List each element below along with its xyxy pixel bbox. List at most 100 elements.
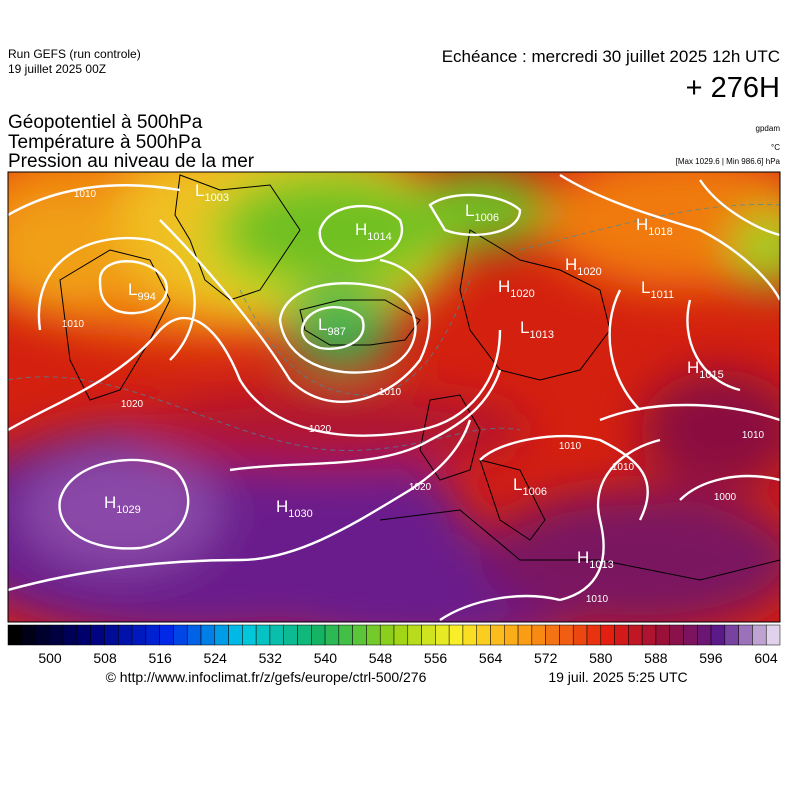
pressure-center: H1030: [276, 497, 313, 520]
center-kind: H: [104, 493, 116, 512]
color-swatch: [683, 624, 698, 646]
isobar-label: 1020: [409, 482, 432, 493]
color-swatch: [76, 624, 91, 646]
colorbar-tick-label: 516: [148, 650, 172, 666]
center-value: 1029: [116, 504, 140, 516]
color-swatch: [62, 624, 78, 646]
pressure-center: L994: [128, 280, 156, 303]
color-swatch: [214, 624, 229, 646]
colorbar-tick-label: 532: [259, 650, 283, 666]
color-swatch: [641, 624, 657, 646]
color-swatch: [35, 624, 50, 646]
color-swatch: [379, 624, 395, 646]
color-swatch: [242, 624, 257, 646]
color-swatch: [255, 624, 271, 646]
pressure-center: H1018: [636, 215, 673, 238]
isobar-label: 1010: [742, 430, 765, 441]
center-kind: H: [355, 220, 367, 239]
lead-time: + 276H: [686, 72, 780, 104]
color-swatch: [448, 624, 464, 646]
colorbar-tick-label: 524: [204, 650, 228, 666]
color-swatch: [697, 624, 712, 646]
title-pressure: Pression au niveau de la mer: [8, 151, 255, 172]
center-kind: H: [498, 277, 510, 296]
color-swatch: [476, 624, 491, 646]
center-value: 1020: [577, 266, 601, 278]
color-swatch: [517, 624, 533, 646]
color-swatch: [435, 624, 450, 646]
colorbar-tick-label: 508: [93, 650, 117, 666]
color-swatch: [586, 624, 602, 646]
colorbar-tick-label: 564: [479, 650, 503, 666]
center-value: 994: [137, 291, 155, 303]
colorbar-tick-label: 580: [589, 650, 613, 666]
valid-time: Echéance : mercredi 30 juillet 2025 12h …: [442, 47, 780, 66]
color-swatch: [338, 624, 353, 646]
color-swatch: [49, 624, 64, 646]
pressure-center: H1013: [577, 548, 614, 571]
center-kind: H: [577, 548, 589, 567]
isobar-label: 1020: [309, 424, 332, 435]
color-swatch: [421, 624, 436, 646]
color-swatch: [628, 624, 643, 646]
color-swatch: [311, 624, 326, 646]
color-swatch: [228, 624, 243, 646]
center-value: 1015: [699, 369, 723, 381]
isobar-label: 1010: [559, 441, 582, 452]
unit-pressure: [Max 1029.6 | Min 986.6] hPa: [676, 157, 781, 166]
center-kind: L: [513, 475, 522, 494]
color-swatch: [600, 624, 615, 646]
center-kind: H: [636, 215, 648, 234]
center-value: 1006: [522, 486, 546, 498]
center-kind: L: [465, 201, 474, 220]
color-swatch: [765, 624, 781, 646]
isobar-label: 1010: [74, 189, 97, 200]
colorbar-tick-label: 540: [314, 650, 338, 666]
color-swatch: [186, 624, 202, 646]
isobar-label: 1010: [62, 319, 85, 330]
center-kind: L: [318, 315, 327, 334]
isobar-label: 1020: [121, 399, 144, 410]
colorbar-tick-label: 556: [424, 650, 448, 666]
color-swatch: [724, 624, 739, 646]
title-geopotential: Géopotentiel à 500hPa: [8, 112, 203, 133]
pressure-center: H1020: [498, 277, 535, 300]
pressure-center: H1015: [687, 358, 724, 381]
isobar-label: 1010: [612, 462, 635, 473]
pressure-center: L1003: [195, 181, 229, 204]
color-swatch: [21, 624, 36, 646]
colorbar-tick-label: 500: [38, 650, 62, 666]
pressure-center: L1013: [520, 318, 554, 341]
center-value: 1030: [288, 508, 312, 520]
unit-gpdam: gpdam: [756, 124, 781, 133]
colorbar-labels: 500 508 516 524 532 540 548 556 564 572 580 588 596 6…: [38, 650, 778, 666]
color-swatch: [559, 624, 574, 646]
pressure-center: L1006: [513, 475, 547, 498]
center-kind: H: [565, 255, 577, 274]
colorbar-tick-label: 572: [534, 650, 558, 666]
center-kind: L: [641, 278, 650, 297]
color-swatch: [738, 624, 753, 646]
unit-celsius: °C: [771, 143, 780, 152]
center-value: 1013: [589, 559, 613, 571]
color-swatch: [145, 624, 160, 646]
center-kind: L: [128, 280, 137, 299]
color-swatch: [669, 624, 684, 646]
center-value: 1020: [510, 288, 534, 300]
color-swatch: [118, 624, 133, 646]
colorbar-tick-label: 596: [699, 650, 723, 666]
color-swatch: [324, 624, 340, 646]
color-swatch: [710, 624, 726, 646]
color-swatch: [173, 624, 188, 646]
generated-time: 19 juil. 2025 5:25 UTC: [548, 669, 687, 685]
center-kind: H: [687, 358, 699, 377]
center-kind: L: [195, 181, 204, 200]
isobar-label: 1010: [586, 594, 609, 605]
color-swatch: [297, 624, 312, 646]
map-frame: [7, 171, 781, 623]
color-swatch: [752, 624, 767, 646]
colorbar-tick-label: 588: [644, 650, 668, 666]
